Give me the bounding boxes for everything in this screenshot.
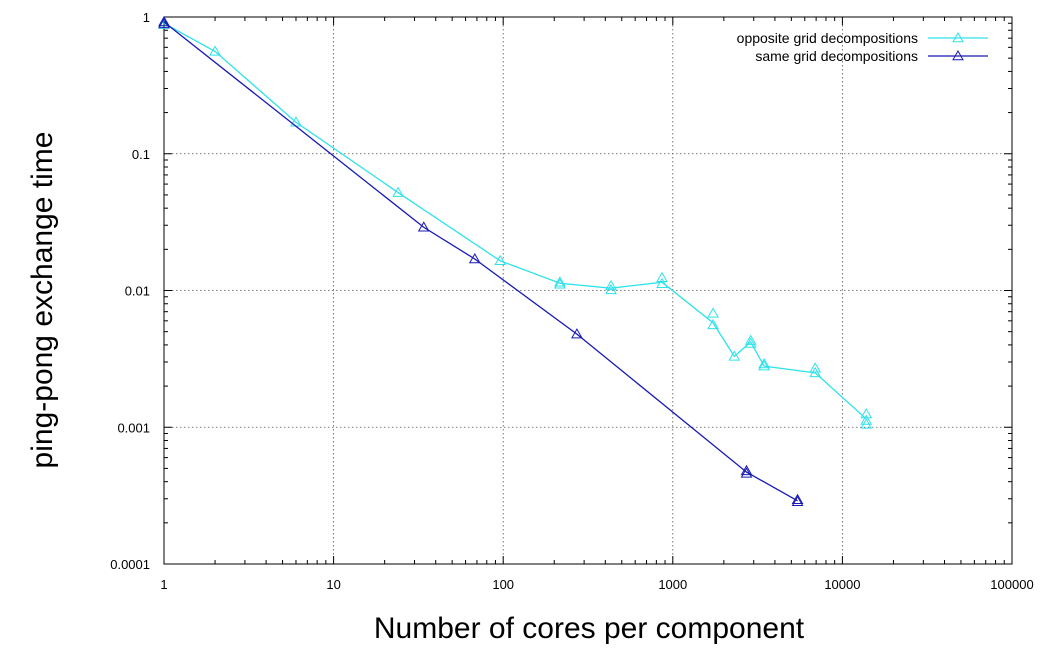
- series-line: [163, 22, 867, 420]
- x-tick-label: 1: [160, 577, 167, 592]
- y-tick-label: 0.0001: [110, 557, 150, 572]
- data-point-marker: [758, 360, 771, 371]
- data-point-marker: [158, 17, 170, 29]
- data-point-marker: [656, 271, 668, 282]
- data-point-marker: [744, 337, 757, 348]
- data-point-marker: [809, 362, 822, 373]
- data-point-marker: [791, 495, 804, 507]
- data-point-marker: [860, 407, 873, 419]
- data-point-marker: [417, 221, 430, 232]
- data-point-marker: [707, 307, 719, 318]
- data-point-marker: [791, 493, 804, 505]
- x-tick-label: 10: [326, 577, 340, 592]
- x-tick-label: 100: [492, 577, 514, 592]
- data-point-marker: [158, 15, 170, 27]
- data-point-marker: [740, 464, 753, 476]
- x-tick-label: 100000: [990, 577, 1033, 592]
- axis-ticks: 1 10 100 1000 10000 100000 0.0001 0.001 0.01 0.1 1: [110, 10, 1033, 592]
- x-tick-label: 10000: [824, 577, 860, 592]
- data-point-marker: [758, 358, 771, 369]
- data-point-marker: [554, 278, 566, 289]
- y-tick-label: 1: [143, 10, 150, 25]
- series-group: [158, 15, 873, 429]
- x-tick-label: 1000: [658, 577, 687, 592]
- data-point-marker: [952, 31, 964, 43]
- data-point-marker: [571, 328, 583, 339]
- series-group: [158, 15, 804, 507]
- data-point-marker: [740, 467, 753, 478]
- y-axis-title: ping-pong exchange time: [26, 132, 59, 469]
- data-point-marker: [860, 418, 873, 429]
- data-point-marker: [392, 186, 404, 197]
- data-point-marker: [744, 334, 757, 345]
- legend-label: same grid decompositions: [755, 48, 918, 64]
- y-tick-label: 0.1: [132, 147, 150, 162]
- data-point-marker: [728, 350, 741, 361]
- data-point-marker: [809, 366, 822, 378]
- data-point-marker: [605, 283, 617, 295]
- data-point-marker: [494, 254, 507, 266]
- y-tick-label: 0.01: [125, 284, 150, 299]
- data-point-marker: [468, 252, 481, 264]
- data-point-marker: [707, 318, 719, 330]
- series-lines: [158, 15, 873, 507]
- legend: opposite grid decompositions same grid de…: [737, 30, 988, 64]
- series-line: [163, 21, 798, 502]
- data-point-marker: [605, 279, 617, 291]
- data-point-marker: [860, 414, 873, 425]
- y-tick-label: 0.001: [117, 420, 150, 435]
- data-point-marker: [554, 276, 566, 287]
- grid-lines: [164, 17, 1012, 564]
- legend-label: opposite grid decompositions: [737, 30, 918, 46]
- data-point-marker: [952, 49, 964, 61]
- data-point-marker: [656, 277, 668, 289]
- data-point-marker: [209, 45, 221, 56]
- x-axis-title: Number of cores per component: [374, 612, 805, 645]
